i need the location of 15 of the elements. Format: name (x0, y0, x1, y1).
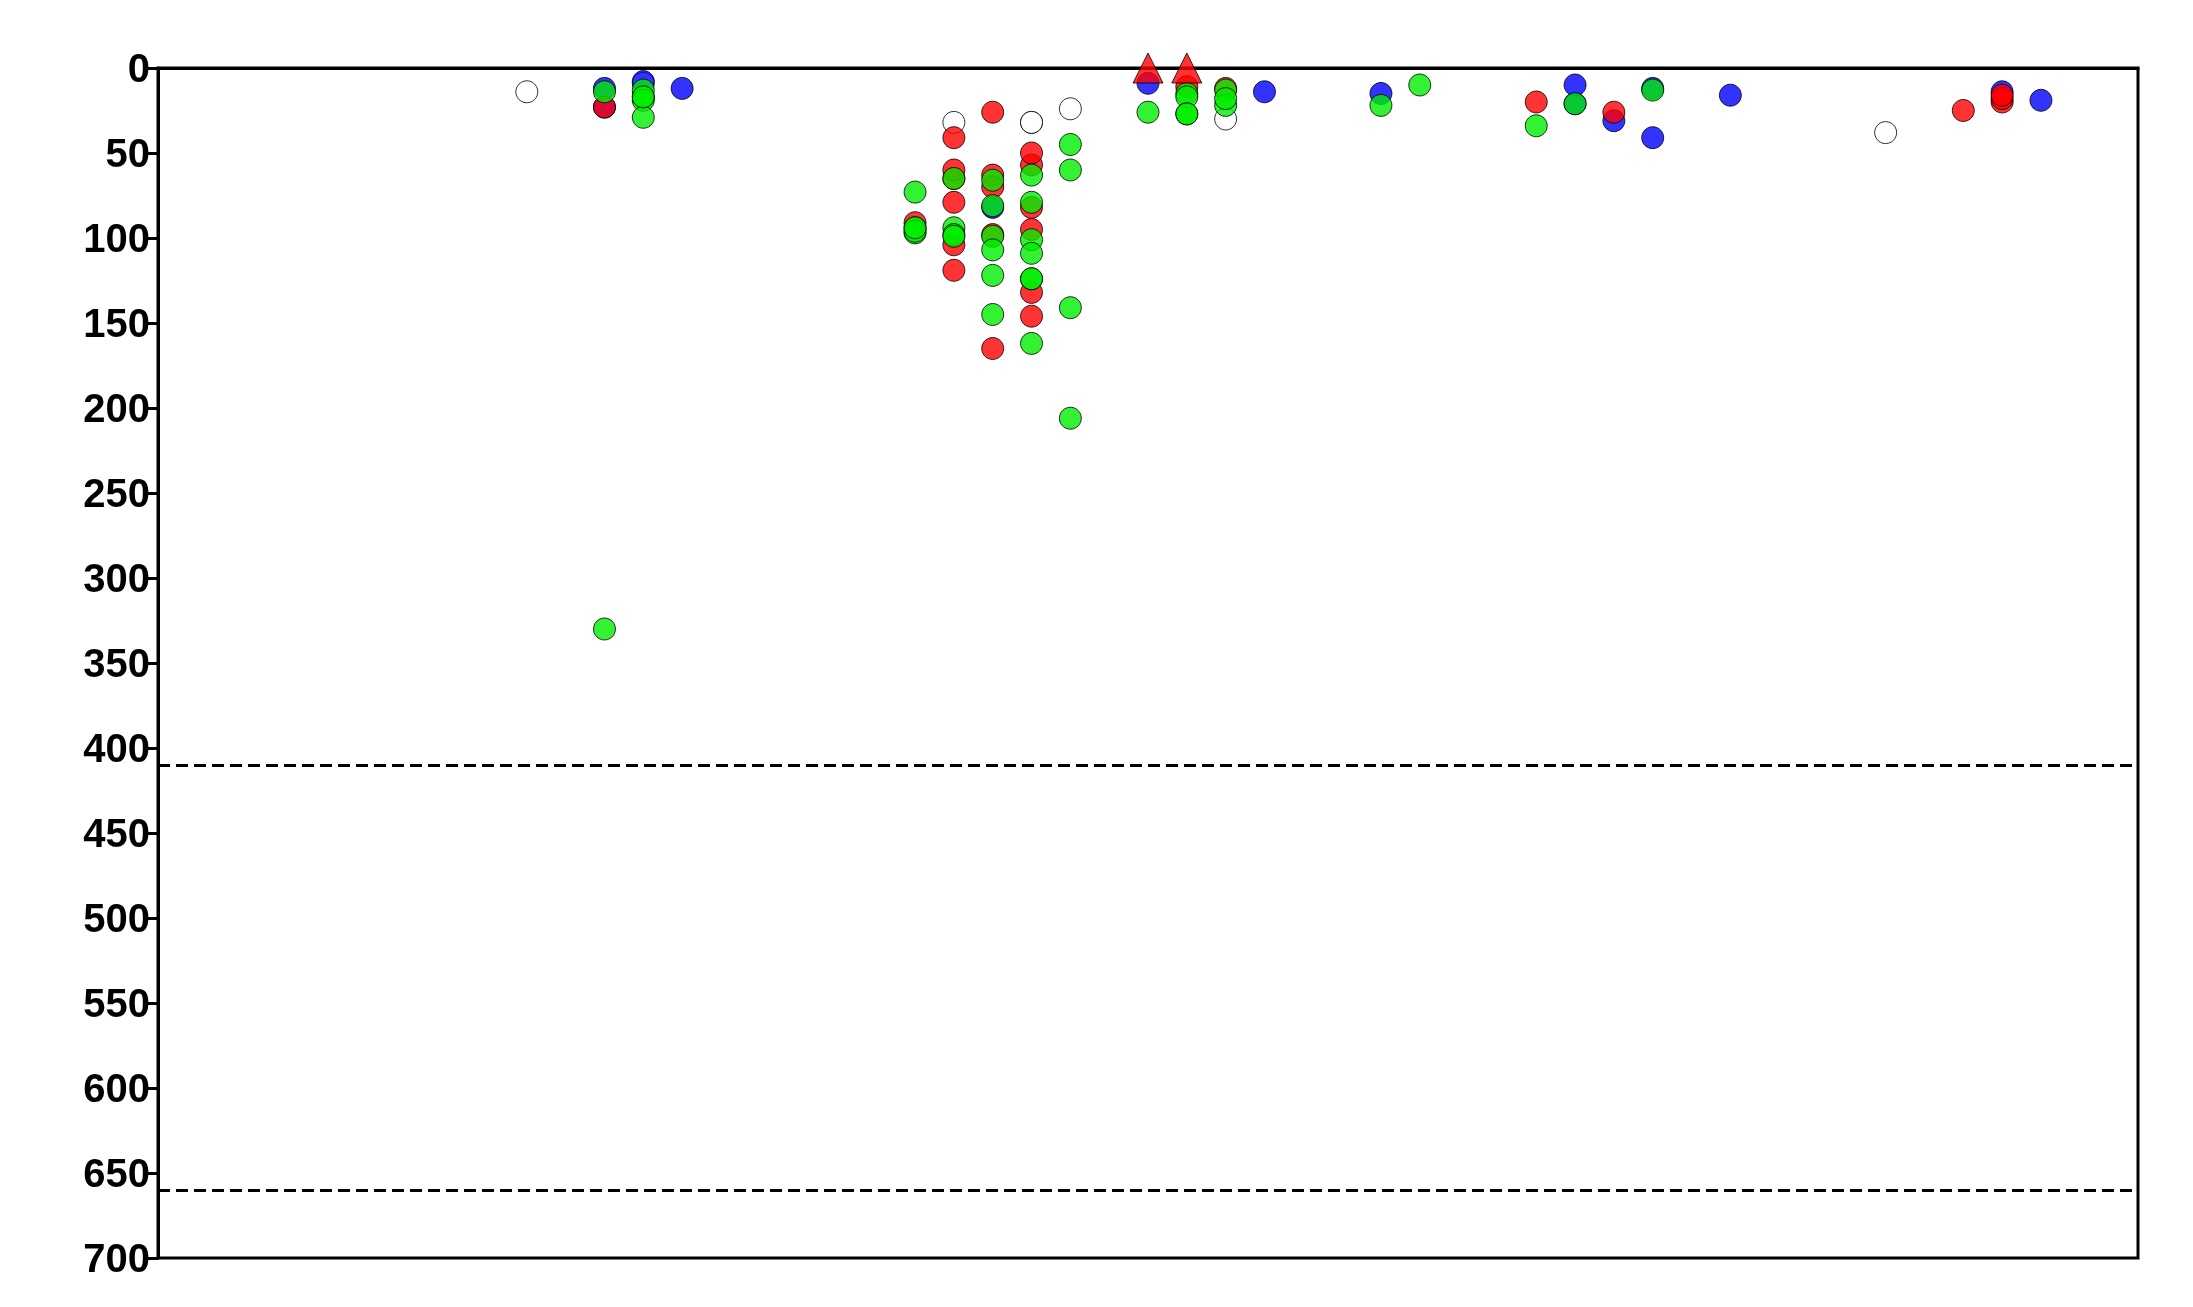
y-tick-label: 500 (83, 896, 150, 940)
y-tick-label: 350 (83, 641, 150, 685)
y-tick-label: 700 (83, 1236, 150, 1280)
y-tick-label: 0 (127, 46, 150, 90)
y-tick-label: 50 (105, 131, 150, 175)
y-tick-label: 450 (83, 811, 150, 855)
y-tick-label: 200 (83, 386, 150, 430)
y-tick-label: 250 (83, 471, 150, 515)
y-tick-label: 550 (83, 981, 150, 1025)
y-tick-label: 150 (83, 301, 150, 345)
y-tick-label: 300 (83, 556, 150, 600)
y-tick-label: 650 (83, 1151, 150, 1195)
y-tick-label: 600 (83, 1066, 150, 1110)
y-tick-label: 400 (83, 726, 150, 770)
y-tick-label: 100 (83, 216, 150, 260)
